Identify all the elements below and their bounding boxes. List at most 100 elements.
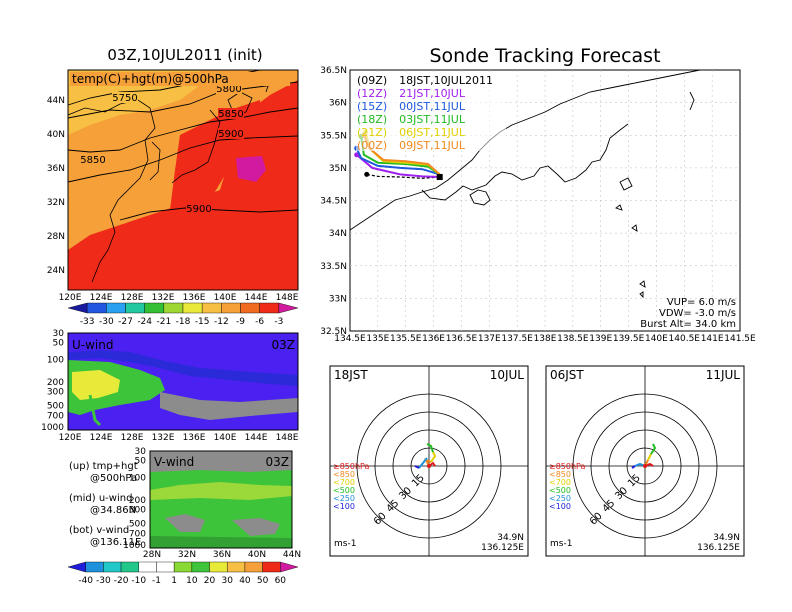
note-line: @500hPa <box>90 473 137 484</box>
contour-label: 5750 <box>112 93 137 104</box>
colorbar-label: -30 <box>96 576 111 586</box>
hodograph-legend-label: <500 <box>333 486 355 495</box>
lat-tick-label: 32N <box>178 550 196 560</box>
temp-colorbar: -33 -30 -27 -24 -21 -18 -15 -12 -9 -6 -3 <box>67 302 299 327</box>
lon-tick-label: 148E <box>276 433 299 443</box>
hodograph-legend-label: <850 <box>549 470 571 479</box>
contour-label: 5900 <box>186 204 211 215</box>
param-vup: VUP= 6.0 m/s <box>667 297 736 308</box>
temp-lat-ticks: 44N 40N 36N 32N 28N 24N <box>47 96 65 276</box>
colorbar-label: -1 <box>152 576 161 586</box>
colorbar-label: -3 <box>274 317 283 327</box>
colorbar-label: -9 <box>236 317 245 327</box>
hodograph-lat: 34.9N <box>497 533 524 543</box>
contour-label: 5900 <box>218 129 243 140</box>
lon-tick-label: 120E <box>59 433 82 443</box>
legend-run: (15Z) <box>357 100 387 113</box>
lat-tick-label: 40N <box>248 550 266 560</box>
colorbar-segment <box>173 561 193 573</box>
legend-run: (00Z) <box>357 139 387 152</box>
lon-tick-label: 137E <box>478 334 501 344</box>
colorbar-segment <box>67 302 88 314</box>
colorbar-label: 20 <box>204 576 216 586</box>
param-vdw: VDW= -3.0 m/s <box>659 308 736 319</box>
hodograph-legend-label: <100 <box>333 502 355 511</box>
colorbar-label: 40 <box>239 576 251 586</box>
main-lon-ticks: 134.5E 135E 135.5E 136E 136.5E 137E 137.5E 138E… <box>334 334 756 344</box>
pressure-tick-label: 100 <box>129 473 146 483</box>
note-line: (up) tmp+hgt <box>69 461 138 472</box>
lon-tick-label: 136E <box>183 433 206 443</box>
hodograph-lat: 34.9N <box>713 533 740 543</box>
track-legend: (09Z) 18JST,10JUL2011 (12Z) 21JST,10JUL (1… <box>356 73 506 152</box>
legend-run: (21Z) <box>357 126 387 139</box>
colorbar-segment <box>244 561 263 573</box>
colorbar-label: -12 <box>214 317 229 327</box>
colorbar-label: -20 <box>114 576 129 586</box>
colorbar-segment <box>138 561 157 573</box>
colorbar-segment <box>227 561 246 573</box>
lon-tick-label: 132E <box>152 293 175 303</box>
lat-tick-label: 44N <box>283 550 301 560</box>
lon-tick-label: 140E <box>645 334 668 344</box>
lon-tick-label: 124E <box>90 293 113 303</box>
lon-tick-label: 137.5E <box>501 334 533 344</box>
pressure-tick-label: 100 <box>47 355 64 365</box>
contour-labels: 5750 5800 5850 5900 5850 5900 <box>80 83 244 215</box>
lat-tick-label: 28N <box>143 550 161 560</box>
sonde-params: VUP= 6.0 m/s VDW= -3.0 m/s Burst Alt= 34… <box>640 297 736 330</box>
lon-tick-label: 124E <box>90 433 113 443</box>
hodograph-trace <box>426 443 434 453</box>
colorbar-segment <box>209 561 228 573</box>
hodograph-time: 18JST <box>334 368 368 382</box>
launch-marker <box>436 174 443 181</box>
lon-tick-label: 144E <box>245 433 268 443</box>
colorbar-segment <box>85 561 104 573</box>
lat-tick-label: 24N <box>47 266 65 276</box>
pressure-tick-label: 1000 <box>41 423 64 433</box>
lat-tick-label: 34.5N <box>320 197 347 207</box>
colorbar-label: -10 <box>131 576 146 586</box>
colorbar-segment <box>259 302 280 314</box>
u-wind-label: U-wind <box>72 338 113 352</box>
hodograph-trace <box>418 457 428 469</box>
hodograph-lon: 136.125E <box>697 543 740 553</box>
legend-time: 06JST,11JUL <box>399 126 466 139</box>
hodograph-lon: 136.125E <box>481 543 524 553</box>
temp-lon-ticks: 120E 124E 128E 132E 136E 140E 144E 148E <box>59 293 299 303</box>
lon-tick-label: 139.5E <box>613 334 645 344</box>
lon-tick-label: 128E <box>121 293 144 303</box>
hodograph-legend-label: <850 <box>333 470 355 479</box>
legend-entry: (09Z) 18JST,10JUL2011 <box>357 74 493 87</box>
colorbar-label: -40 <box>78 576 93 586</box>
hodograph-trace <box>631 465 636 469</box>
track-line <box>366 173 440 179</box>
legend-run: (12Z) <box>357 87 387 100</box>
colorbar-segment <box>280 561 299 573</box>
colorbar-segment <box>201 302 222 314</box>
contour-label: 5800 <box>216 84 241 95</box>
legend-entry: (18Z) 03JST,11JUL <box>357 113 466 126</box>
colorbar-label: -15 <box>195 317 210 327</box>
colorbar-label: -30 <box>99 317 114 327</box>
hodograph-trace <box>430 451 437 463</box>
lon-tick-label: 139E <box>589 334 612 344</box>
legend-entry: (21Z) 06JST,11JUL <box>357 126 466 139</box>
colorbar-segment <box>106 302 126 314</box>
hodograph-trace <box>647 453 652 461</box>
temp-map-title: 03Z,10JUL2011 (init) <box>107 46 262 64</box>
hodograph-unit: ms-1 <box>334 539 356 549</box>
hodograph-legend-label: <700 <box>333 478 355 487</box>
colorbar-label: 10 <box>186 576 198 586</box>
lon-tick-label: 135.5E <box>390 334 422 344</box>
colorbar-segment <box>262 561 281 573</box>
pressure-tick-label: 500 <box>129 519 146 529</box>
lat-tick-label: 32N <box>47 198 65 208</box>
lon-tick-label: 140.5E <box>669 334 701 344</box>
note-line: @136.11E <box>90 537 141 548</box>
pressure-tick-label: 700 <box>47 412 64 422</box>
main-lat-ticks: 36.5N 36N 35.5N 35N 34.5N 34N 33.5N 33N 32.5N <box>320 66 347 337</box>
hodograph-legend-label: <500 <box>549 486 571 495</box>
lon-tick-label: 138.5E <box>557 334 589 344</box>
